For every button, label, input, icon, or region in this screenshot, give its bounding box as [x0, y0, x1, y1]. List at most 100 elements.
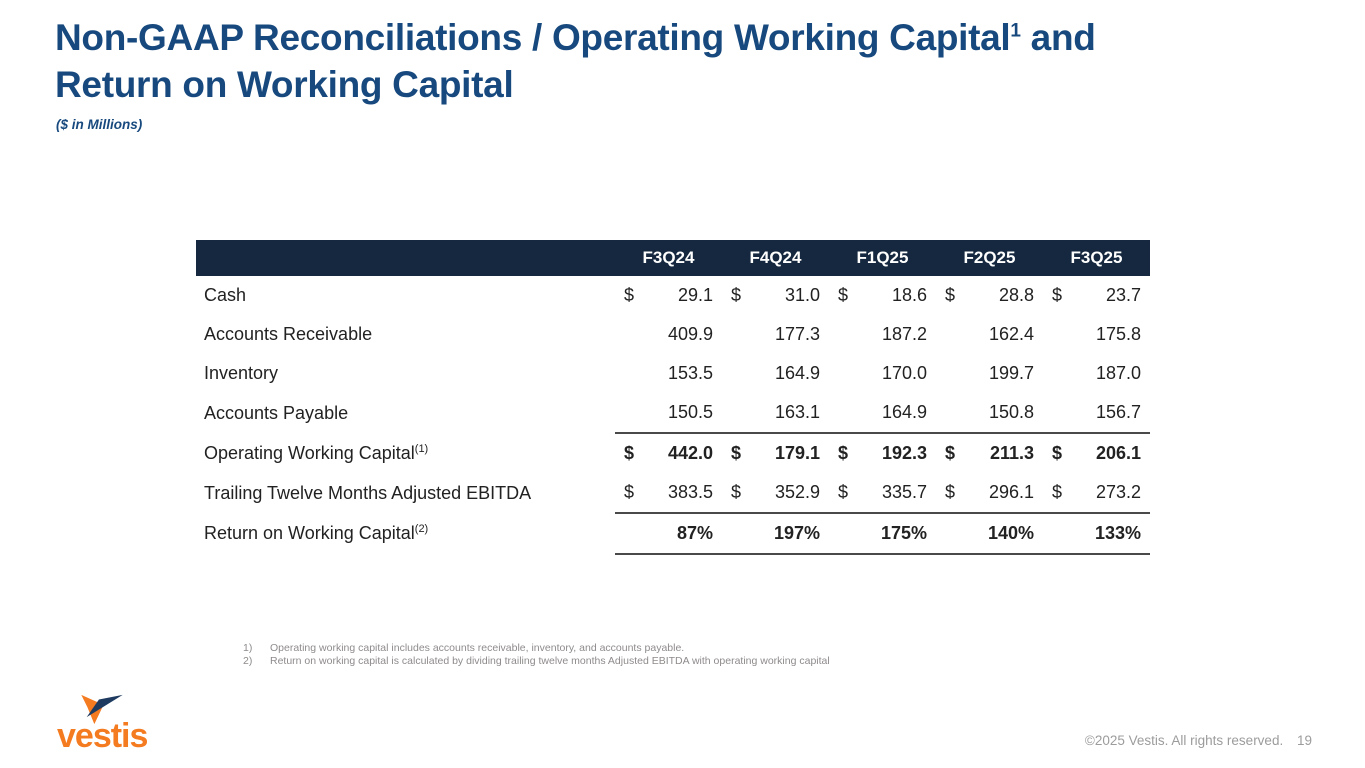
value-cell: 335.7 — [881, 482, 927, 502]
value-cell: 140% — [966, 512, 1043, 555]
value-cell: 163.1 — [774, 402, 820, 422]
dollar-sign-cell: $ — [936, 432, 966, 473]
dollar-sign-cell: $ — [722, 432, 752, 473]
footnote-text: Operating working capital includes accou… — [270, 642, 685, 654]
footnote-2: 2) Return on working capital is calculat… — [243, 655, 830, 668]
dollar-sign-cell: $ — [731, 482, 742, 502]
value-cell: 383.5 — [667, 482, 713, 502]
column-header-f2q25: F2Q25 — [936, 240, 1043, 276]
units-subtitle: ($ in Millions) — [56, 117, 143, 132]
table-row: Return on Working Capital(2) 87% 197% 175% 1… — [196, 512, 1150, 555]
dollar-sign-cell — [615, 512, 645, 555]
value-cell: 199.7 — [988, 363, 1034, 383]
value-cell: 23.7 — [1105, 285, 1141, 305]
table-row: Accounts Receivable 409.9 177.3 187.2 162.4 1… — [196, 315, 1150, 354]
value-cell: 187.0 — [1095, 363, 1141, 383]
dollar-sign-cell — [722, 315, 752, 354]
vestis-wordmark: vestis — [57, 717, 148, 755]
dollar-sign-cell: $ — [624, 285, 635, 305]
dollar-sign-cell: $ — [945, 482, 956, 502]
dollar-sign-cell: $ — [731, 285, 742, 305]
value-cell: 164.9 — [774, 363, 820, 383]
dollar-sign-cell — [936, 315, 966, 354]
value-cell: 29.1 — [677, 285, 713, 305]
dollar-sign-cell — [1043, 354, 1073, 393]
slide-footer: ©2025 Vestis. All rights reserved. 19 — [1085, 733, 1312, 748]
column-header-f4q24: F4Q24 — [722, 240, 829, 276]
dollar-sign-cell: $ — [615, 432, 645, 473]
footnotes: 1) Operating working capital includes ac… — [243, 642, 830, 668]
footnote-text: Return on working capital is calculated … — [270, 655, 830, 667]
dollar-sign-cell — [1043, 315, 1073, 354]
row-label: Cash — [204, 285, 247, 305]
value-cell: 192.3 — [859, 432, 936, 473]
value-cell: 150.5 — [667, 402, 713, 422]
dollar-sign-cell: $ — [838, 482, 849, 502]
value-cell: 28.8 — [998, 285, 1034, 305]
row-label: Trailing Twelve Months Adjusted EBITDA — [204, 482, 532, 503]
dollar-sign-cell: $ — [624, 482, 635, 502]
value-cell: 187.2 — [881, 324, 927, 344]
value-cell: 156.7 — [1095, 402, 1141, 422]
dollar-sign-cell — [936, 393, 966, 433]
value-cell: 170.0 — [881, 363, 927, 383]
table-header-spacer — [196, 240, 615, 276]
footnote-number: 2) — [243, 655, 253, 667]
dollar-sign-cell: $ — [1052, 482, 1063, 502]
column-header-f1q25: F1Q25 — [829, 240, 936, 276]
dollar-sign-cell: $ — [829, 432, 859, 473]
dollar-sign-cell — [615, 354, 645, 393]
value-cell: 179.1 — [752, 432, 829, 473]
value-cell: 296.1 — [988, 482, 1034, 502]
title-footnote-ref: 1 — [1010, 20, 1021, 42]
table-row: Inventory 153.5 164.9 170.0 199.7 187.0 — [196, 354, 1150, 393]
value-cell: 352.9 — [774, 482, 820, 502]
dollar-sign-cell — [829, 393, 859, 433]
title-line-2: Return on Working Capital — [55, 64, 514, 105]
footnote-number: 1) — [243, 642, 253, 654]
dollar-sign-cell — [722, 354, 752, 393]
dollar-sign-cell — [615, 315, 645, 354]
value-cell: 442.0 — [645, 432, 722, 473]
dollar-sign-cell — [829, 512, 859, 555]
dollar-sign-cell: $ — [1043, 432, 1073, 473]
financials-table: F3Q24 F4Q24 F1Q25 F2Q25 F3Q25 Cash $29.1 $31.0 $… — [196, 240, 1150, 555]
dollar-sign-cell — [936, 512, 966, 555]
vestis-logo-mark-icon — [81, 694, 123, 725]
value-cell: 31.0 — [784, 285, 820, 305]
value-cell: 211.3 — [966, 432, 1043, 473]
value-cell: 153.5 — [667, 363, 713, 383]
table-header-row: F3Q24 F4Q24 F1Q25 F2Q25 F3Q25 — [196, 240, 1150, 276]
value-cell: 162.4 — [988, 324, 1034, 344]
dollar-sign-cell — [615, 393, 645, 433]
dollar-sign-cell: $ — [945, 285, 956, 305]
row-label: Inventory — [204, 363, 279, 383]
dollar-sign-cell: $ — [1052, 285, 1063, 305]
row-label: Operating Working Capital(1) — [204, 442, 429, 463]
row-label: Accounts Receivable — [204, 324, 373, 344]
row-label: Return on Working Capital(2) — [204, 523, 429, 543]
column-header-f3q24: F3Q24 — [615, 240, 722, 276]
dollar-sign-cell: $ — [838, 285, 849, 305]
value-cell: 18.6 — [891, 285, 927, 305]
value-cell: 197% — [752, 512, 829, 555]
dollar-sign-cell — [722, 393, 752, 433]
table-row: Cash $29.1 $31.0 $18.6 $28.8 $23.7 — [196, 276, 1150, 315]
dollar-sign-cell — [829, 354, 859, 393]
dollar-sign-cell — [936, 354, 966, 393]
row-footnote-ref: (2) — [414, 523, 429, 535]
value-cell: 175% — [859, 512, 936, 555]
page-title: Non-GAAP Reconciliations / Operating Wor… — [55, 14, 1325, 108]
value-cell: 409.9 — [667, 324, 713, 344]
title-line-1: Non-GAAP Reconciliations / Operating Wor… — [55, 17, 1096, 58]
dollar-sign-cell — [1043, 512, 1073, 555]
dollar-sign-cell — [1043, 393, 1073, 433]
table-row: Trailing Twelve Months Adjusted EBITDA $3… — [196, 473, 1150, 513]
value-cell: 133% — [1073, 512, 1150, 555]
table-row: Operating Working Capital(1) $442.0 $179.1… — [196, 432, 1150, 473]
column-header-f3q25: F3Q25 — [1043, 240, 1150, 276]
footnote-1: 1) Operating working capital includes ac… — [243, 642, 830, 655]
page-number: 19 — [1296, 733, 1312, 748]
value-cell: 177.3 — [774, 324, 820, 344]
